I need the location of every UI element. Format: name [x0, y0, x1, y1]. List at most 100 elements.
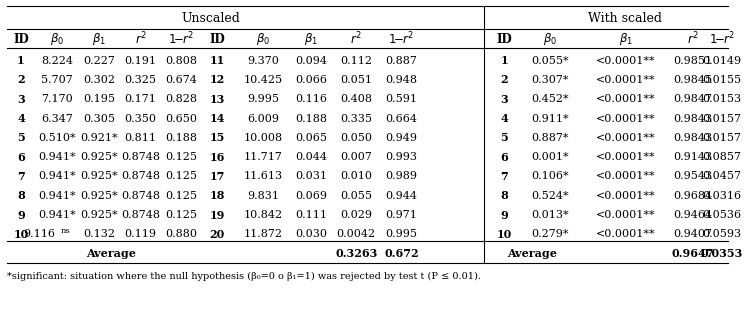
Text: 11: 11 — [209, 55, 225, 66]
Text: 6.347: 6.347 — [41, 113, 73, 123]
Text: 8: 8 — [500, 190, 508, 201]
Text: 0.408: 0.408 — [341, 94, 372, 104]
Text: 0.944: 0.944 — [385, 191, 418, 201]
Text: 0.948: 0.948 — [385, 75, 418, 85]
Text: 0.106*: 0.106* — [532, 171, 569, 181]
Text: ID: ID — [497, 33, 512, 46]
Text: 0.0042: 0.0042 — [337, 229, 376, 239]
Text: 0.010: 0.010 — [341, 171, 372, 181]
Text: 0.116: 0.116 — [295, 94, 327, 104]
Text: 0.125: 0.125 — [165, 171, 196, 181]
Text: 11.613: 11.613 — [244, 171, 282, 181]
Text: 9: 9 — [17, 210, 25, 221]
Text: 0.941*: 0.941* — [38, 152, 76, 162]
Text: 8.224: 8.224 — [41, 55, 73, 65]
Text: $1\!\!-\!\!r^2$: $1\!\!-\!\!r^2$ — [709, 31, 735, 47]
Text: 15: 15 — [209, 132, 225, 143]
Text: 0.125: 0.125 — [165, 152, 196, 162]
Text: 0.9847: 0.9847 — [673, 94, 712, 104]
Text: <0.0001**: <0.0001** — [596, 229, 656, 239]
Text: 6: 6 — [500, 152, 508, 163]
Text: 0.132: 0.132 — [84, 229, 116, 239]
Text: 0.9464: 0.9464 — [673, 210, 712, 220]
Text: 19: 19 — [209, 210, 225, 221]
Text: 0.9843: 0.9843 — [673, 133, 712, 143]
Text: 6.009: 6.009 — [247, 113, 279, 123]
Text: 20: 20 — [209, 229, 225, 240]
Text: 0.650: 0.650 — [165, 113, 196, 123]
Text: 0.0353: 0.0353 — [701, 248, 743, 259]
Text: 14: 14 — [209, 113, 225, 124]
Text: 0.031: 0.031 — [295, 171, 327, 181]
Text: 7: 7 — [17, 171, 25, 182]
Text: <0.0001**: <0.0001** — [596, 75, 656, 85]
Text: 0.524*: 0.524* — [532, 191, 569, 201]
Text: 0.510*: 0.510* — [38, 133, 76, 143]
Text: 0.195: 0.195 — [84, 94, 116, 104]
Text: 0.993: 0.993 — [385, 152, 418, 162]
Text: 0.335: 0.335 — [341, 113, 372, 123]
Text: 10: 10 — [13, 229, 28, 240]
Text: 0.0157: 0.0157 — [702, 133, 742, 143]
Text: <0.0001**: <0.0001** — [596, 133, 656, 143]
Text: 0.302: 0.302 — [84, 75, 116, 85]
Text: 10: 10 — [497, 229, 512, 240]
Text: 7: 7 — [500, 171, 508, 182]
Text: 0.8748: 0.8748 — [121, 210, 160, 220]
Text: 0.808: 0.808 — [165, 55, 196, 65]
Text: 0.0857: 0.0857 — [702, 152, 742, 162]
Text: 0.030: 0.030 — [295, 229, 327, 239]
Text: 0.125: 0.125 — [165, 191, 196, 201]
Text: 12: 12 — [209, 74, 225, 85]
Text: 2: 2 — [500, 74, 508, 85]
Text: 0.887*: 0.887* — [532, 133, 569, 143]
Text: 0.925*: 0.925* — [81, 152, 118, 162]
Text: 0.0316: 0.0316 — [702, 191, 742, 201]
Text: <0.0001**: <0.0001** — [596, 171, 656, 181]
Text: 0.0457: 0.0457 — [702, 171, 742, 181]
Text: 0.941*: 0.941* — [38, 210, 76, 220]
Text: 0.8748: 0.8748 — [121, 191, 160, 201]
Text: 17: 17 — [209, 171, 225, 182]
Text: 0.880: 0.880 — [165, 229, 196, 239]
Text: $\beta_1$: $\beta_1$ — [304, 31, 318, 47]
Text: $\beta_0$: $\beta_0$ — [50, 31, 64, 47]
Text: 0.001*: 0.001* — [532, 152, 569, 162]
Text: <0.0001**: <0.0001** — [596, 113, 656, 123]
Text: 0.672: 0.672 — [384, 248, 418, 259]
Text: 0.925*: 0.925* — [81, 210, 118, 220]
Text: 8: 8 — [17, 190, 25, 201]
Text: 18: 18 — [209, 190, 225, 201]
Text: <0.0001**: <0.0001** — [596, 55, 656, 65]
Text: 0.9407: 0.9407 — [673, 229, 712, 239]
Text: 0.989: 0.989 — [385, 171, 418, 181]
Text: 11.717: 11.717 — [244, 152, 282, 162]
Text: 0.0536: 0.0536 — [702, 210, 742, 220]
Text: <0.0001**: <0.0001** — [596, 210, 656, 220]
Text: <0.0001**: <0.0001** — [596, 191, 656, 201]
Text: 0.9851: 0.9851 — [673, 55, 712, 65]
Text: Average: Average — [507, 248, 557, 259]
Text: 4: 4 — [17, 113, 25, 124]
Text: $\beta_1$: $\beta_1$ — [93, 31, 106, 47]
Text: 0.995: 0.995 — [385, 229, 418, 239]
Text: $r^2$: $r^2$ — [686, 31, 698, 47]
Text: $1\!\!-\!\!r^2$: $1\!\!-\!\!r^2$ — [167, 31, 194, 47]
Text: 10.842: 10.842 — [244, 210, 282, 220]
Text: 0.941*: 0.941* — [38, 191, 76, 201]
Text: 10.008: 10.008 — [244, 133, 282, 143]
Text: 0.0157: 0.0157 — [702, 113, 742, 123]
Text: 0.029: 0.029 — [341, 210, 372, 220]
Text: Unscaled: Unscaled — [182, 12, 241, 25]
Text: 5: 5 — [17, 132, 25, 143]
Text: 0.325: 0.325 — [125, 75, 157, 85]
Text: 11.872: 11.872 — [244, 229, 282, 239]
Text: 0.0593: 0.0593 — [702, 229, 742, 239]
Text: 0.307*: 0.307* — [532, 75, 569, 85]
Text: 13: 13 — [209, 94, 225, 105]
Text: 0.8748: 0.8748 — [121, 152, 160, 162]
Text: 0.9843: 0.9843 — [673, 113, 712, 123]
Text: Average: Average — [86, 248, 136, 259]
Text: 5: 5 — [500, 132, 508, 143]
Text: *significant: situation where the null hypothesis (β₀=0 o β₁=1) was rejected by : *significant: situation where the null h… — [7, 272, 481, 281]
